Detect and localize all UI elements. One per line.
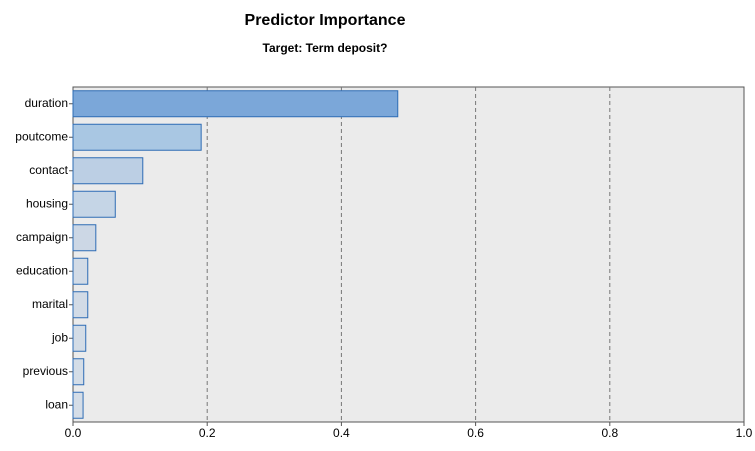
bar xyxy=(72,190,116,218)
x-tick-label: 0.6 xyxy=(467,426,484,440)
y-tick-label: job xyxy=(51,330,68,344)
bar xyxy=(72,358,85,386)
y-tick-label: loan xyxy=(45,397,68,411)
x-tick-label: 0.0 xyxy=(65,426,82,440)
bar xyxy=(72,90,399,118)
y-tick-label: poutcome xyxy=(15,129,68,143)
bar xyxy=(72,257,89,285)
bar xyxy=(72,123,202,151)
bar xyxy=(72,291,89,319)
x-tick-label: 0.4 xyxy=(333,426,350,440)
x-tick-label: 0.2 xyxy=(199,426,216,440)
y-tick-label: education xyxy=(16,263,68,277)
x-tick-label: 0.8 xyxy=(601,426,618,440)
bar xyxy=(72,224,97,252)
bar xyxy=(72,324,87,352)
x-tick-label: 1.0 xyxy=(736,426,753,440)
bar xyxy=(72,391,84,419)
y-tick-label: duration xyxy=(25,96,68,110)
bar xyxy=(72,157,144,185)
chart-subtitle: Target: Term deposit? xyxy=(263,41,388,55)
y-tick-label: contact xyxy=(29,163,68,177)
y-tick-label: previous xyxy=(23,364,68,378)
y-tick-label: marital xyxy=(32,297,68,311)
y-tick-label: housing xyxy=(26,196,68,210)
chart-title: Predictor Importance xyxy=(245,12,406,29)
y-tick-label: campaign xyxy=(16,230,68,244)
